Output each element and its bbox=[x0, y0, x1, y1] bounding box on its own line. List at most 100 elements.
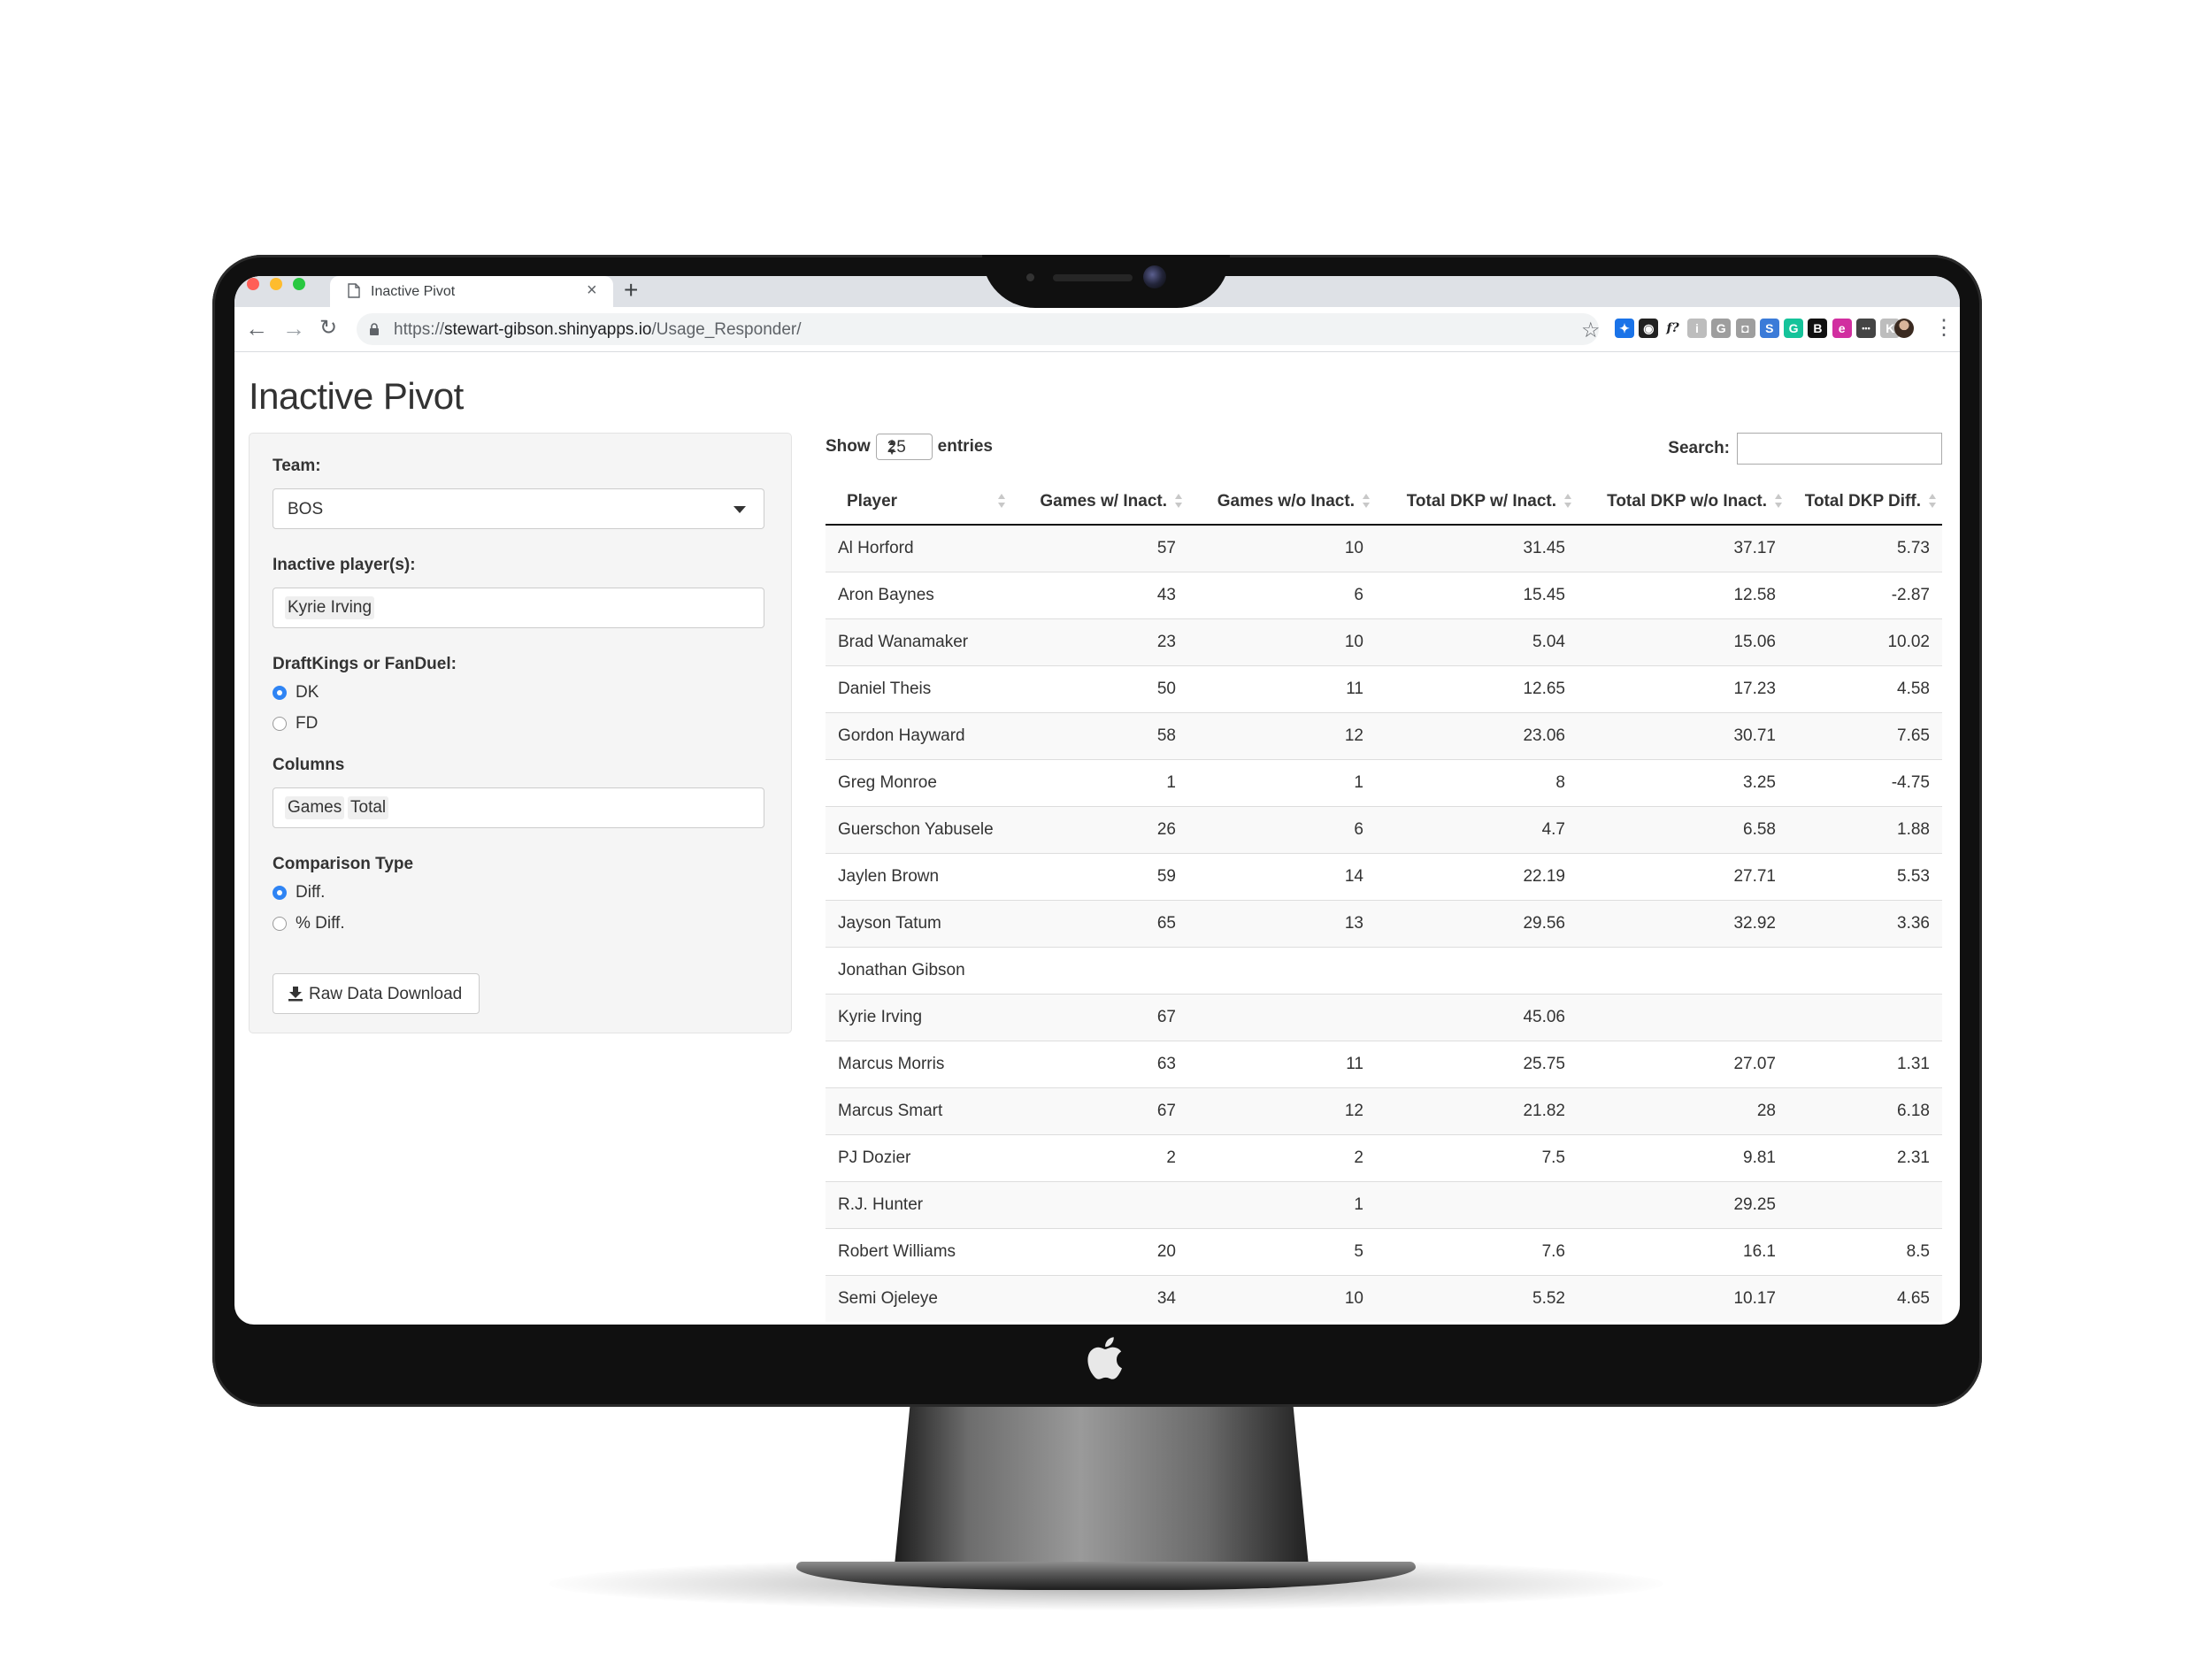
table-row: Jonathan Gibson bbox=[826, 947, 1942, 995]
bookmark-star-icon[interactable]: ☆ bbox=[1581, 319, 1601, 342]
table-cell: 3.36 bbox=[1788, 900, 1942, 948]
page-title: Inactive Pivot bbox=[249, 375, 464, 417]
back-arrow-icon[interactable]: ← bbox=[245, 315, 268, 342]
table-cell: 20 bbox=[1011, 1228, 1188, 1276]
table-cell: 65 bbox=[1011, 900, 1188, 948]
browser-toolbar: ← → ↻ https://stewart-gibson.shinyapps.i… bbox=[234, 307, 1960, 352]
dots-box-icon[interactable]: ••• bbox=[1856, 319, 1876, 338]
columns-input[interactable]: Games Total bbox=[273, 787, 764, 828]
table-cell: 4.58 bbox=[1788, 665, 1942, 713]
team-select[interactable]: BOS bbox=[273, 488, 764, 529]
table-cell: 8 bbox=[1376, 759, 1578, 807]
bold-b-icon[interactable]: B bbox=[1808, 319, 1828, 338]
player-name-cell: Gordon Hayward bbox=[826, 712, 1011, 760]
column-header[interactable]: Total DKP w/o Inact. bbox=[1578, 479, 1788, 526]
info-icon[interactable]: i bbox=[1686, 319, 1707, 338]
table-cell: 10.02 bbox=[1788, 618, 1942, 666]
page-length-select[interactable]: 25 ▲ ▼ bbox=[875, 434, 933, 460]
table-cell bbox=[1011, 947, 1188, 995]
column-header[interactable]: Total DKP w/ Inact. bbox=[1376, 479, 1578, 526]
sidebar-panel: Team: BOS Inactive player(s): Kyrie Irvi… bbox=[249, 433, 792, 1033]
table-cell: 12 bbox=[1188, 712, 1376, 760]
zoom-window-button[interactable] bbox=[293, 278, 305, 290]
menu-dots-icon[interactable]: ⋮ bbox=[1933, 316, 1955, 340]
table-cell: 2 bbox=[1011, 1134, 1188, 1182]
inactive-player-chip[interactable]: Kyrie Irving bbox=[285, 596, 375, 619]
player-name-cell: Greg Monroe bbox=[826, 759, 1011, 807]
sort-arrows-icon bbox=[998, 494, 1005, 508]
profile-avatar-icon[interactable] bbox=[1894, 319, 1914, 338]
radio-pct-diff-button[interactable] bbox=[273, 917, 287, 931]
close-window-button[interactable] bbox=[247, 278, 259, 290]
table-row: Daniel Theis 50 11 12.65 17.23 4.58 bbox=[826, 665, 1942, 713]
table-cell: 5.04 bbox=[1376, 618, 1578, 666]
table-cell: 23.06 bbox=[1376, 712, 1578, 760]
radio-fd-label: FD bbox=[296, 714, 319, 733]
reload-icon[interactable]: ↻ bbox=[319, 316, 338, 340]
table-cell: 10 bbox=[1188, 524, 1376, 572]
search-input[interactable] bbox=[1737, 433, 1942, 465]
table-cell bbox=[1788, 1181, 1942, 1229]
address-bar[interactable]: https://stewart-gibson.shinyapps.io/Usag… bbox=[357, 313, 1601, 345]
table-cell: 11 bbox=[1188, 1041, 1376, 1088]
new-tab-button[interactable]: + bbox=[624, 276, 639, 303]
lock-icon bbox=[370, 323, 379, 335]
color-wheel-icon[interactable]: ◉ bbox=[1639, 319, 1659, 338]
table-cell: 2.31 bbox=[1788, 1134, 1942, 1182]
radio-fd-button[interactable] bbox=[273, 717, 287, 731]
table-cell: 23 bbox=[1011, 618, 1188, 666]
table-row: Jayson Tatum 65 13 29.56 32.92 3.36 bbox=[826, 900, 1942, 948]
table-row: Jaylen Brown 59 14 22.19 27.71 5.53 bbox=[826, 853, 1942, 901]
table-cell: 1.31 bbox=[1788, 1041, 1942, 1088]
table-cell: 15.06 bbox=[1578, 618, 1788, 666]
minimize-window-button[interactable] bbox=[270, 278, 282, 290]
radio-pct-diff-label: % Diff. bbox=[296, 914, 345, 933]
radio-fd[interactable]: FD bbox=[273, 713, 318, 734]
radio-pct-diff[interactable]: % Diff. bbox=[273, 913, 345, 934]
radio-diff[interactable]: Diff. bbox=[273, 882, 325, 903]
columns-chip-total[interactable]: Total bbox=[348, 796, 389, 819]
radio-dk-label: DK bbox=[296, 683, 319, 702]
radio-dk[interactable]: DK bbox=[273, 682, 319, 703]
grammarly-icon[interactable]: G bbox=[1784, 319, 1804, 338]
columns-label: Columns bbox=[273, 756, 345, 774]
column-header[interactable]: Total DKP Diff. bbox=[1788, 479, 1942, 526]
table-cell bbox=[1188, 947, 1376, 995]
table-row: Kyrie Irving 67 45.06 bbox=[826, 994, 1942, 1041]
table-cell: 13 bbox=[1188, 900, 1376, 948]
forward-arrow-icon[interactable]: → bbox=[282, 315, 305, 342]
document-icon bbox=[348, 283, 360, 298]
browser-tab[interactable]: Inactive Pivot × bbox=[330, 276, 613, 307]
camera-icon[interactable]: ◘ bbox=[1735, 319, 1755, 338]
table-cell: 4.65 bbox=[1788, 1275, 1942, 1322]
columns-chip-games[interactable]: Games bbox=[285, 796, 345, 819]
close-icon[interactable]: × bbox=[587, 280, 597, 300]
sort-arrows-icon bbox=[1929, 494, 1936, 508]
radio-dk-button[interactable] bbox=[273, 686, 287, 700]
entries-label: entries bbox=[937, 437, 993, 456]
table-cell: 37.17 bbox=[1578, 524, 1788, 572]
pink-e-icon[interactable]: e bbox=[1832, 319, 1852, 338]
g-extension-icon[interactable]: G bbox=[1711, 319, 1732, 338]
table-cell: 10.17 bbox=[1578, 1275, 1788, 1322]
column-header[interactable]: Player bbox=[826, 479, 1011, 526]
table-cell: 5.53 bbox=[1788, 853, 1942, 901]
table-cell: 17.23 bbox=[1578, 665, 1788, 713]
table-cell: 7.5 bbox=[1376, 1134, 1578, 1182]
table-cell: 10 bbox=[1188, 618, 1376, 666]
column-header[interactable]: Games w/o Inact. bbox=[1188, 479, 1376, 526]
radio-diff-button[interactable] bbox=[273, 886, 287, 900]
url-scheme: https:// bbox=[394, 320, 445, 339]
table-cell: 27.71 bbox=[1578, 853, 1788, 901]
sort-arrows-icon bbox=[1175, 494, 1182, 508]
dropbox-icon[interactable]: ✦ bbox=[1615, 319, 1634, 338]
table-cell: 67 bbox=[1011, 1087, 1188, 1135]
inactive-players-input[interactable]: Kyrie Irving bbox=[273, 588, 764, 628]
table-cell: 22.19 bbox=[1376, 853, 1578, 901]
screenshot-icon[interactable]: S bbox=[1759, 319, 1779, 338]
caret-down-icon bbox=[733, 506, 746, 513]
column-header-label: Player bbox=[847, 491, 898, 511]
column-header[interactable]: Games w/ Inact. bbox=[1011, 479, 1188, 526]
formula-icon[interactable]: f? bbox=[1666, 321, 1679, 335]
raw-data-download-button[interactable]: Raw Data Download bbox=[273, 973, 480, 1014]
